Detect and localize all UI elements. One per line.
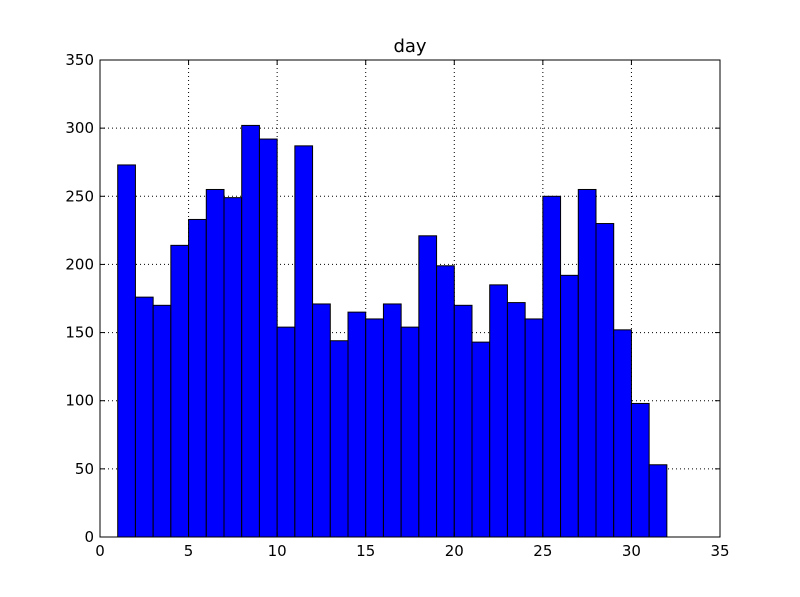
histogram-bar [471, 341, 491, 538]
y-tick-label: 50 [75, 460, 94, 478]
axis-ticks [99, 59, 721, 538]
y-tick-label: 0 [84, 528, 94, 546]
histogram-bar [560, 274, 579, 538]
x-tick-label: 20 [445, 542, 464, 560]
histogram-bar [418, 235, 438, 538]
y-tick-label: 200 [65, 255, 94, 273]
histogram-bar [205, 188, 225, 538]
chart-title: day [393, 36, 426, 57]
histogram-bars [117, 124, 668, 538]
histogram-bar [613, 329, 632, 538]
y-tick-label: 300 [65, 119, 94, 137]
x-tick-label: 5 [184, 542, 194, 560]
histogram-bar [648, 464, 668, 538]
histogram-bar [400, 326, 420, 538]
x-tick-label: 35 [710, 542, 729, 560]
x-tick-label: 30 [622, 542, 641, 560]
histogram-bar [577, 188, 597, 538]
histogram-bar [347, 311, 367, 538]
histogram-bar [630, 402, 650, 538]
histogram-bar [312, 303, 331, 538]
histogram-bar [524, 318, 544, 538]
histogram-bar [170, 244, 190, 538]
histogram-bar [152, 304, 172, 538]
histogram-bar [223, 197, 243, 538]
histogram-bar [188, 218, 207, 538]
y-tick-label: 150 [65, 324, 94, 342]
histogram-bar [489, 284, 508, 538]
plot-frame [99, 59, 721, 538]
histogram-bar [258, 138, 278, 538]
histogram-bar [276, 326, 296, 538]
histogram-bar [382, 303, 402, 538]
histogram-bar [117, 164, 136, 538]
x-tick-label: 0 [95, 542, 105, 560]
histogram-bar [595, 223, 615, 538]
histogram-bar [241, 124, 260, 538]
x-tick-label: 25 [533, 542, 552, 560]
histogram-bar [453, 304, 473, 538]
histogram-bar [134, 296, 154, 538]
x-tick-label: 15 [356, 542, 375, 560]
histogram-bar [365, 318, 384, 538]
histogram-bar [436, 265, 455, 538]
histogram-bar [329, 340, 349, 538]
y-tick-label: 100 [65, 392, 94, 410]
x-tick-label: 10 [268, 542, 287, 560]
y-tick-label: 350 [65, 51, 94, 69]
histogram-bar [542, 195, 562, 538]
histogram-bar [294, 145, 314, 538]
histogram-bar [506, 302, 526, 538]
y-tick-label: 250 [65, 187, 94, 205]
